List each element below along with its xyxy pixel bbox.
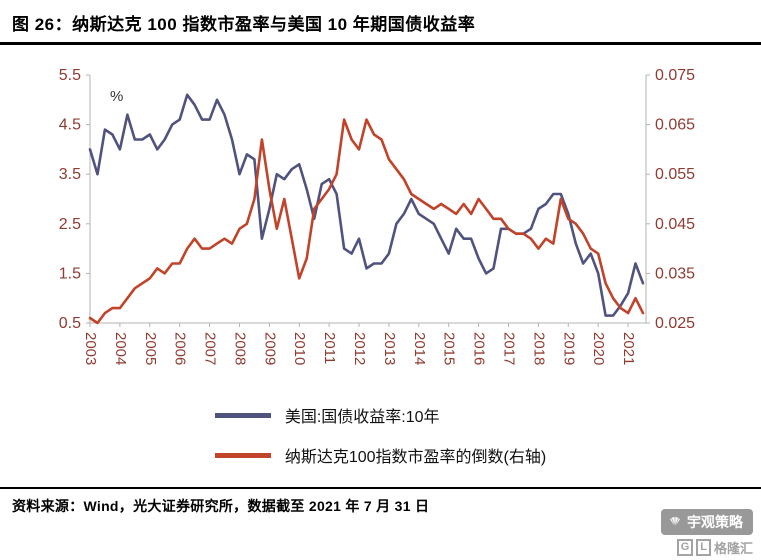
left-axis-tick-label: 2.5 — [59, 216, 81, 233]
x-axis-tick-label: 2011 — [321, 332, 338, 364]
x-axis-tick-label: 2012 — [351, 332, 368, 365]
watermark-brand: 格隆汇 — [713, 541, 753, 556]
x-axis-tick-label: 2014 — [411, 332, 428, 365]
watermark: 宇观策略 G L 格隆汇 — [661, 509, 753, 557]
footer-divider — [0, 487, 761, 489]
right-axis-tick-label: 0.065 — [655, 117, 695, 134]
x-axis-tick-label: 2010 — [291, 332, 308, 365]
x-axis-tick-label: 2003 — [82, 332, 99, 365]
right-axis-tick-label: 0.075 — [655, 67, 695, 84]
x-axis-tick-label: 2016 — [471, 332, 488, 365]
logo-letter-l: L — [696, 539, 711, 556]
legend-item-treasury-yield: 美国:国债收益率:10年 — [214, 403, 440, 427]
left-axis-tick-label: 3.5 — [59, 166, 81, 183]
chart-legend: 美国:国债收益率:10年 纳斯达克100指数市盈率的倒数(右轴) — [214, 403, 547, 467]
gelonghui-logo: G L 格隆汇 — [676, 538, 753, 557]
logo-letter-g: G — [676, 539, 694, 556]
x-axis-tick-label: 2019 — [560, 332, 577, 365]
figure-card: 图 26：纳斯达克 100 指数市盈率与美国 10 年期国债收益率 5.5 4.5… — [0, 15, 761, 556]
x-axis-tick-label: 2013 — [381, 332, 398, 365]
series-line-nasdaq — [88, 118, 645, 325]
x-axis-tick-label: 2007 — [202, 332, 219, 365]
left-axis-tick-label: 4.5 — [59, 117, 81, 134]
left-axis-tick-label: 1.5 — [59, 265, 81, 282]
x-axis-tick-label: 2020 — [590, 332, 607, 365]
series-line-treasury — [88, 93, 645, 317]
legend-item-nasdaq-ep: 纳斯达克100指数市盈率的倒数(右轴) — [214, 443, 547, 467]
x-axis-tick-label: 2006 — [172, 332, 189, 365]
legend-label-nasdaq: 纳斯达克100指数市盈率的倒数(右轴) — [284, 449, 547, 466]
percent-axis-label: % — [110, 88, 123, 105]
legend-label-treasury: 美国:国债收益率:10年 — [284, 409, 440, 426]
right-axis-tick-label: 0.045 — [655, 216, 695, 233]
watermark-badge: 宇观策略 — [661, 509, 753, 535]
source-note: 资料来源：Wind，光大证券研究所，数据截至 2021 年 7 月 31 日 — [12, 498, 430, 514]
x-axis-tick-label: 2005 — [142, 332, 159, 365]
fan-icon — [670, 516, 680, 528]
chart-svg: 5.5 4.5 3.5 2.5 1.5 0.5 0.075 0.065 0.055 0.045 0.… — [59, 67, 695, 365]
title-divider — [0, 42, 761, 45]
x-axis-tick-label: 2017 — [500, 332, 517, 365]
x-axis-tick-label: 2008 — [231, 332, 248, 365]
x-axis-tick-label: 2004 — [112, 332, 129, 365]
left-axis-tick-label: 5.5 — [59, 67, 81, 84]
left-axis-tick-label: 0.5 — [59, 315, 81, 332]
x-axis-tick-label: 2015 — [441, 332, 458, 365]
right-axis-tick-label: 0.055 — [655, 166, 695, 183]
figure-title: 图 26：纳斯达克 100 指数市盈率与美国 10 年期国债收益率 — [12, 15, 476, 34]
watermark-name: 宇观策略 — [687, 514, 743, 530]
x-axis-tick-label: 2021 — [620, 332, 637, 365]
right-axis-tick-label: 0.035 — [655, 265, 695, 282]
legend-swatch-treasury — [214, 412, 271, 418]
x-axis-tick-label: 2009 — [261, 332, 278, 365]
x-axis-tick-label: 2018 — [530, 332, 547, 365]
legend-swatch-nasdaq — [214, 452, 271, 458]
right-axis-tick-label: 0.025 — [655, 315, 695, 332]
